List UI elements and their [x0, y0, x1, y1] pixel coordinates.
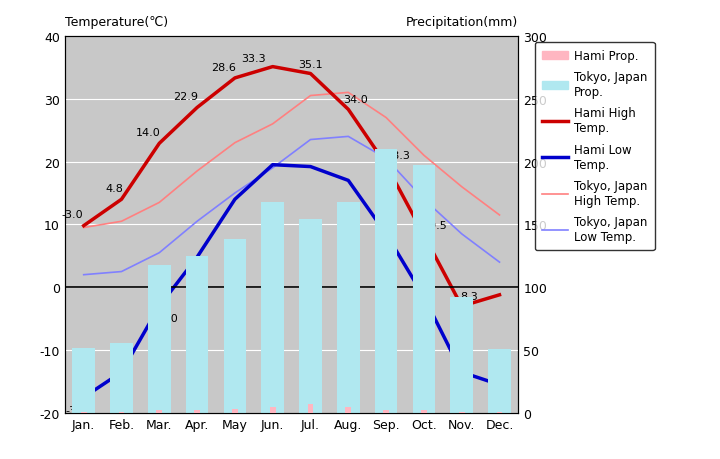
Bar	[270, 407, 276, 413]
Tokyo, Japan
High Temp.	[269, 122, 277, 127]
Hami Low
Temp.	[193, 255, 202, 260]
Hami High
Temp.	[344, 107, 353, 113]
Text: -3.0: -3.0	[62, 210, 84, 220]
Tokyo, Japan
Low Temp.	[269, 166, 277, 171]
Bar	[374, 150, 397, 413]
Bar	[232, 409, 238, 413]
Tokyo, Japan
Low Temp.	[79, 272, 88, 278]
Tokyo, Japan
High Temp.	[230, 140, 239, 146]
Tokyo, Japan
Low Temp.	[117, 269, 126, 274]
Text: 14.0: 14.0	[136, 128, 161, 138]
Bar	[413, 166, 435, 413]
Tokyo, Japan
High Temp.	[306, 94, 315, 99]
Bar	[451, 298, 473, 413]
Bar	[300, 220, 322, 413]
Tokyo, Japan
High Temp.	[495, 213, 504, 218]
Bar	[194, 411, 200, 413]
Hami High
Temp.	[306, 72, 315, 77]
Hami High
Temp.	[457, 304, 466, 309]
Tokyo, Japan
Low Temp.	[420, 197, 428, 202]
Bar	[72, 348, 95, 413]
Hami High
Temp.	[193, 106, 202, 111]
Hami Low
Temp.	[79, 395, 88, 400]
Hami High
Temp.	[420, 233, 428, 238]
Tokyo, Japan
Low Temp.	[306, 137, 315, 143]
Bar	[156, 411, 162, 413]
Hami Low
Temp.	[155, 304, 163, 309]
Tokyo, Japan
Low Temp.	[382, 156, 390, 162]
Hami Low
Temp.	[457, 369, 466, 375]
Hami Low
Temp.	[230, 197, 239, 202]
Tokyo, Japan
High Temp.	[117, 219, 126, 224]
Tokyo, Japan
High Temp.	[344, 90, 353, 96]
Tokyo, Japan
High Temp.	[193, 169, 202, 174]
Line: Tokyo, Japan
Low Temp.: Tokyo, Japan Low Temp.	[84, 137, 500, 275]
Tokyo, Japan
Low Temp.	[193, 219, 202, 224]
Hami High
Temp.	[495, 292, 504, 298]
Hami High
Temp.	[269, 65, 277, 70]
Hami Low
Temp.	[269, 162, 277, 168]
Hami Low
Temp.	[495, 382, 504, 387]
Tokyo, Japan
High Temp.	[457, 185, 466, 190]
Text: Precipitation(mm): Precipitation(mm)	[406, 16, 518, 29]
Bar	[497, 412, 503, 413]
Hami Low
Temp.	[382, 231, 390, 237]
Text: -3.0: -3.0	[66, 405, 88, 414]
Text: 14.0: 14.0	[154, 313, 179, 324]
Text: 28.6: 28.6	[212, 62, 236, 73]
Tokyo, Japan
Low Temp.	[495, 260, 504, 265]
Hami High
Temp.	[155, 141, 163, 147]
Legend: Hami Prop., Tokyo, Japan
Prop., Hami High
Temp., Hami Low
Temp., Tokyo, Japan
Hi: Hami Prop., Tokyo, Japan Prop., Hami Hig…	[535, 43, 654, 251]
Line: Hami High
Temp.: Hami High Temp.	[84, 67, 500, 307]
Hami Low
Temp.	[306, 164, 315, 170]
Text: 28.3: 28.3	[384, 151, 410, 160]
Bar	[119, 412, 125, 413]
Tokyo, Japan
Low Temp.	[344, 134, 353, 140]
Tokyo, Japan
High Temp.	[155, 200, 163, 206]
Bar	[148, 265, 171, 413]
Bar	[337, 202, 360, 413]
Hami Low
Temp.	[420, 294, 428, 300]
Tokyo, Japan
High Temp.	[79, 225, 88, 231]
Bar	[488, 349, 510, 413]
Text: 4.8: 4.8	[106, 184, 124, 194]
Hami Low
Temp.	[117, 369, 126, 375]
Text: 33.3: 33.3	[241, 54, 266, 64]
Bar	[346, 407, 351, 413]
Text: 19.5: 19.5	[423, 221, 447, 230]
Hami High
Temp.	[117, 197, 126, 202]
Hami High
Temp.	[382, 162, 390, 168]
Tokyo, Japan
Low Temp.	[457, 231, 466, 237]
Tokyo, Japan
High Temp.	[382, 116, 390, 121]
Bar	[383, 411, 389, 413]
Bar	[261, 202, 284, 413]
Bar	[110, 343, 132, 413]
Bar	[459, 412, 464, 413]
Hami Low
Temp.	[344, 178, 353, 184]
Line: Hami Low
Temp.: Hami Low Temp.	[84, 165, 500, 397]
Text: 22.9: 22.9	[174, 92, 199, 102]
Bar	[421, 411, 427, 413]
Bar	[307, 404, 313, 413]
Hami High
Temp.	[230, 76, 239, 82]
Bar	[81, 412, 86, 413]
Tokyo, Japan
High Temp.	[420, 153, 428, 159]
Text: 34.0: 34.0	[343, 95, 368, 105]
Text: Temperature(℃): Temperature(℃)	[65, 16, 168, 29]
Bar	[186, 256, 209, 413]
Line: Tokyo, Japan
High Temp.: Tokyo, Japan High Temp.	[84, 93, 500, 228]
Hami High
Temp.	[79, 224, 88, 229]
Tokyo, Japan
Low Temp.	[230, 191, 239, 196]
Text: 8.3: 8.3	[460, 291, 477, 302]
Tokyo, Japan
Low Temp.	[155, 250, 163, 256]
Text: 35.1: 35.1	[298, 60, 323, 69]
Bar	[223, 240, 246, 413]
Text: 4.8: 4.8	[112, 380, 130, 390]
